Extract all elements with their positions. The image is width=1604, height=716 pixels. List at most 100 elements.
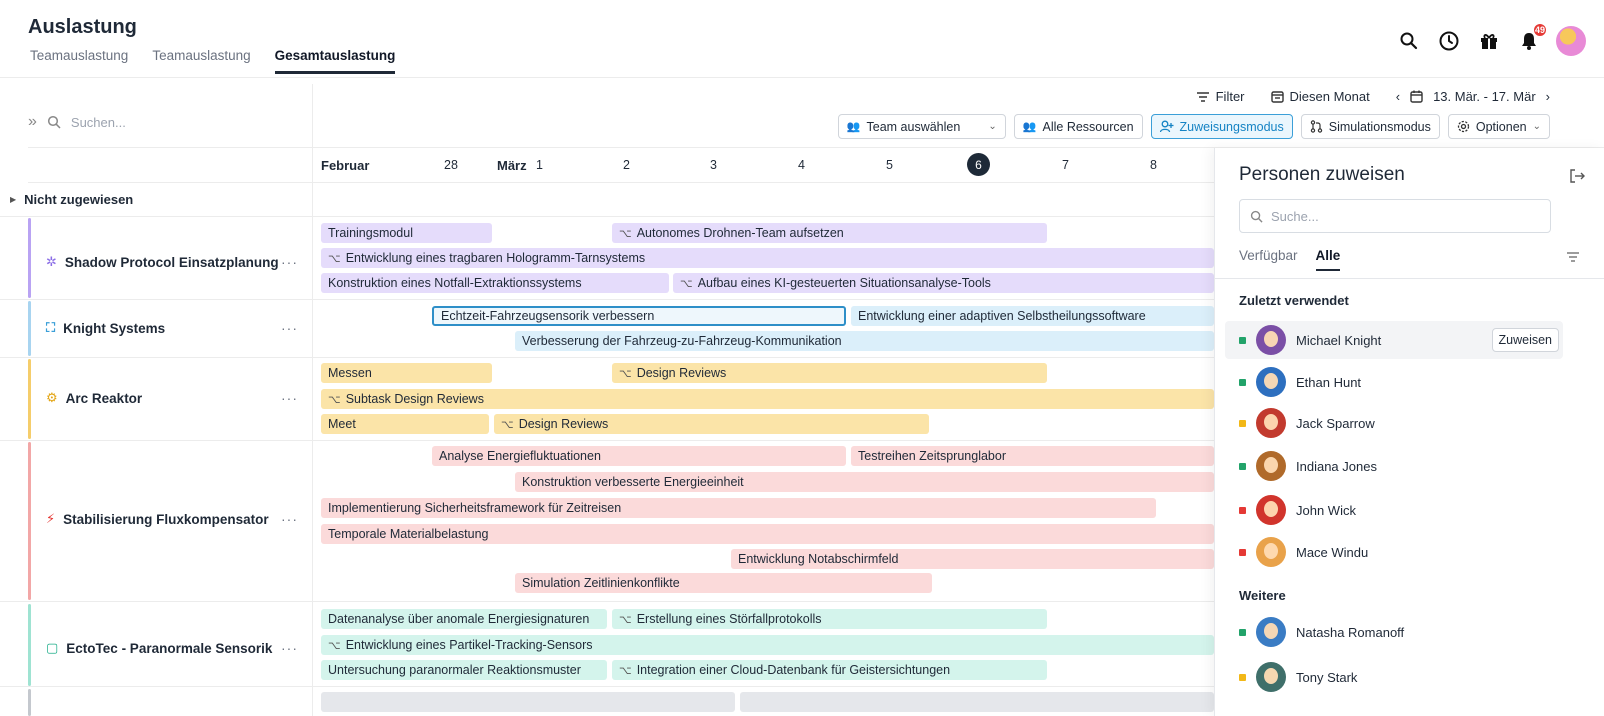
task-bar[interactable]: Implementierung Sicherheitsframework für… <box>321 498 1156 518</box>
more-icon[interactable]: ··· <box>281 511 298 527</box>
people-search-input[interactable]: Suche... <box>1239 199 1551 233</box>
status-indicator <box>1239 378 1246 386</box>
person-item[interactable]: Ethan Hunt <box>1225 363 1563 401</box>
task-label: Untersuchung paranormaler Reaktionsmuste… <box>328 663 581 677</box>
tab-available[interactable]: Verfügbar <box>1239 248 1298 263</box>
task-label: Meet <box>328 417 356 431</box>
subtask-icon: ⌥ <box>619 664 632 677</box>
avatar <box>1256 495 1286 525</box>
chevron-right-icon[interactable]: › <box>1545 89 1550 104</box>
row-divider <box>0 686 1576 687</box>
task-bar[interactable]: Konstruktion eines Notfall-Extraktionssy… <box>321 273 669 293</box>
date-range[interactable]: 13. Mär. - 17. Mär <box>1433 89 1536 104</box>
project-name: Arc Reaktor <box>65 390 143 406</box>
day-label: 28 <box>444 158 458 172</box>
tab-all[interactable]: Alle <box>1315 248 1341 271</box>
all-resources-label: Alle Ressourcen <box>1042 119 1134 134</box>
project-label[interactable]: ▢ EctoTec - Paranormale Sensorik <box>46 640 272 656</box>
project-label[interactable]: ⚙ Arc Reaktor <box>46 390 142 406</box>
task-label: Entwicklung eines tragbaren Hologramm-Ta… <box>345 251 646 265</box>
task-bar[interactable]: ⌥ Entwicklung eines Partikel-Tracking-Sen… <box>321 635 1214 655</box>
period-button[interactable]: Diesen Monat <box>1270 89 1370 104</box>
task-bar[interactable]: Untersuchung paranormaler Reaktionsmuste… <box>321 660 607 680</box>
bell-icon[interactable]: 49 <box>1516 22 1548 54</box>
avatar <box>1256 617 1286 647</box>
options-button[interactable]: Optionen ⌄ <box>1447 114 1550 139</box>
tab-team-utilization-1[interactable]: Teamauslastung <box>30 48 129 63</box>
more-icon[interactable]: ··· <box>281 390 298 406</box>
assign-mode-button[interactable]: Zuweisungsmodus <box>1150 114 1293 139</box>
person-item[interactable]: Indiana Jones <box>1225 447 1563 485</box>
header-divider <box>28 147 1604 148</box>
task-label: Konstruktion verbesserte Energieeinheit <box>522 475 744 489</box>
filter-icon[interactable] <box>1566 250 1580 268</box>
task-bar[interactable]: Testreihen Zeitsprunglabor <box>851 446 1214 466</box>
task-bar-selected[interactable]: Echtzeit-Fahrzeugsensorik verbessern <box>432 306 846 326</box>
all-resources-button[interactable]: 👥 Alle Ressourcen <box>1013 114 1143 139</box>
robot-icon: ⚙ <box>46 390 58 405</box>
task-label: Analyse Energiefluktuationen <box>439 449 601 463</box>
task-bar[interactable]: ⌥ Design Reviews <box>494 414 929 434</box>
person-item[interactable]: Jack Sparrow <box>1225 404 1563 442</box>
task-bar[interactable]: Analyse Energiefluktuationen <box>432 446 846 466</box>
filter-label: Filter <box>1215 89 1245 104</box>
row-divider <box>0 357 1576 358</box>
person-name: John Wick <box>1296 502 1356 518</box>
person-item[interactable]: Mace Windu <box>1225 533 1563 571</box>
subtask-icon: ⌥ <box>619 227 632 240</box>
task-bar[interactable]: ⌥ Aufbau eines KI-gesteuerten Situationsa… <box>673 273 1214 293</box>
simulation-mode-button[interactable]: Simulationsmodus <box>1300 114 1440 139</box>
task-bar[interactable]: Trainingsmodul <box>321 223 492 243</box>
project-label[interactable]: ⚡ Stabilisierung Fluxkompensator <box>46 511 269 527</box>
task-bar-partial[interactable] <box>321 692 735 712</box>
exit-icon[interactable] <box>1568 168 1586 189</box>
project-label[interactable]: ⛶ Knight Systems <box>46 320 165 336</box>
filter-button[interactable]: Filter <box>1196 89 1245 104</box>
assign-button[interactable]: Zuweisen <box>1491 328 1559 352</box>
task-bar[interactable]: ⌥ Erstellung eines Störfallprotokolls <box>612 609 1047 629</box>
task-bar[interactable]: ⌥ Autonomes Drohnen-Team aufsetzen <box>612 223 1047 243</box>
task-bar[interactable]: ⌥ Subtask Design Reviews <box>321 389 1214 409</box>
person-item[interactable]: Tony Stark <box>1225 658 1563 696</box>
filter-icon <box>1196 91 1209 102</box>
task-bar[interactable]: Messen <box>321 363 492 383</box>
task-bar-partial[interactable] <box>740 692 1214 712</box>
clock-icon[interactable] <box>1436 28 1462 54</box>
task-bar[interactable]: Datenanalyse über anomale Energiesignatu… <box>321 609 607 629</box>
person-name: Tony Stark <box>1296 669 1358 685</box>
task-bar[interactable]: Temporale Materialbelastung <box>321 524 1214 544</box>
gift-icon[interactable] <box>1476 28 1502 54</box>
team-select[interactable]: 👥 Team auswählen ⌄ <box>837 114 1006 139</box>
task-bar[interactable]: Konstruktion verbesserte Energieeinheit <box>515 472 1214 492</box>
unassigned-group[interactable]: ▶ Nicht zugewiesen <box>10 192 133 207</box>
task-bar[interactable]: Entwicklung einer adaptiven Selbstheilun… <box>851 306 1214 326</box>
tab-total-utilization[interactable]: Gesamtauslastung <box>274 48 396 74</box>
task-bar[interactable]: Meet <box>321 414 489 434</box>
expand-icon[interactable]: » <box>28 113 37 130</box>
more-icon[interactable]: ··· <box>281 320 298 336</box>
search-input[interactable]: Suchen... <box>70 114 126 130</box>
person-item[interactable]: Natasha Romanoff <box>1225 613 1563 651</box>
task-bar[interactable]: ⌥ Integration einer Cloud-Datenbank für G… <box>612 660 1047 680</box>
person-item[interactable]: Michael Knight Zuweisen <box>1225 321 1563 359</box>
calendar-icon <box>1410 90 1423 103</box>
task-bar[interactable]: Entwicklung Notabschirmfeld <box>731 549 1214 569</box>
more-icon[interactable]: ··· <box>281 254 298 270</box>
avatar <box>1256 662 1286 692</box>
tab-team-utilization-2[interactable]: Teamauslastung <box>152 48 251 63</box>
project-label[interactable]: ✲ Shadow Protocol Einsatzplanung <box>46 254 279 270</box>
chevron-left-icon[interactable]: ‹ <box>1395 89 1401 104</box>
user-plus-icon <box>1159 120 1174 133</box>
project-color-bar <box>28 359 31 439</box>
task-label: Entwicklung einer adaptiven Selbstheilun… <box>858 309 1146 323</box>
search-icon[interactable] <box>1396 28 1422 54</box>
task-bar[interactable]: Simulation Zeitlinienkonflikte <box>515 573 932 593</box>
task-bar[interactable]: ⌥ Entwicklung eines tragbaren Hologramm-T… <box>321 248 1214 268</box>
project-row-partial <box>28 689 312 716</box>
more-icon[interactable]: ··· <box>281 640 298 656</box>
task-bar[interactable]: ⌥ Design Reviews <box>612 363 1047 383</box>
person-item[interactable]: John Wick <box>1225 491 1563 529</box>
task-bar[interactable]: Verbesserung der Fahrzeug-zu-Fahrzeug-Ko… <box>515 331 1214 351</box>
project-name: Shadow Protocol Einsatzplanung <box>64 254 279 270</box>
user-avatar[interactable] <box>1556 26 1586 56</box>
